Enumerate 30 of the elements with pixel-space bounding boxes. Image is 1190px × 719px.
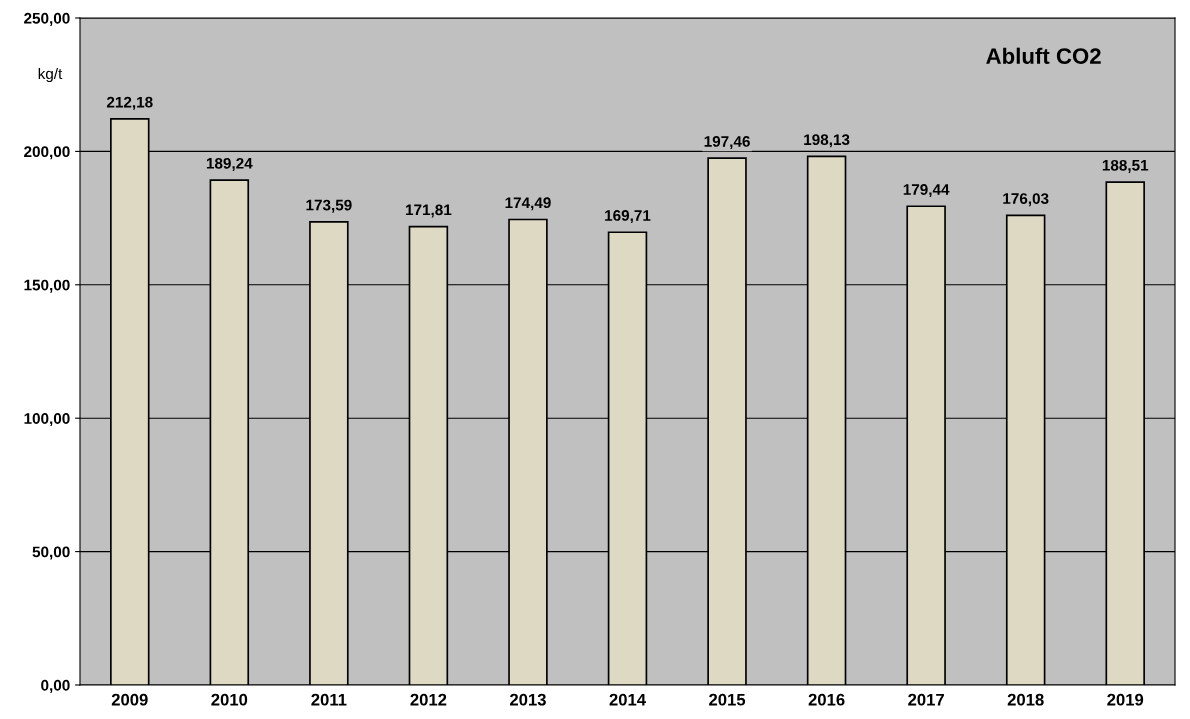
x-tick-label: 2014 bbox=[609, 693, 646, 706]
x-tick-label: 2016 bbox=[808, 693, 845, 706]
x-tick-label: 2010 bbox=[211, 693, 248, 706]
x-tick-label: 2017 bbox=[908, 693, 944, 706]
data-label: 169,71 bbox=[605, 210, 651, 224]
x-tick-label: 2012 bbox=[410, 693, 447, 706]
x-tick-label: 2018 bbox=[1007, 693, 1044, 706]
data-label: 179,44 bbox=[903, 184, 950, 198]
y-tick-label: 150,00 bbox=[24, 279, 70, 293]
x-tick-label: 2015 bbox=[709, 693, 746, 706]
data-label: 174,49 bbox=[505, 197, 551, 211]
x-tick-label: 2013 bbox=[510, 693, 546, 706]
text: Abluft CO2 bbox=[986, 47, 1101, 64]
data-label: 189,24 bbox=[206, 157, 253, 171]
y-tick-label: 250,00 bbox=[24, 12, 70, 26]
y-axis-title: kg/t bbox=[38, 67, 63, 83]
data-label: 188,51 bbox=[1102, 159, 1149, 173]
data-label: 176,03 bbox=[1003, 193, 1049, 207]
data-label: 173,59 bbox=[306, 199, 352, 213]
data-label: 197,46 bbox=[704, 136, 750, 150]
y-tick-label: 200,00 bbox=[24, 146, 70, 160]
y-tick-label: 0,00 bbox=[41, 679, 70, 693]
data-label: 171,81 bbox=[406, 204, 452, 218]
x-tick-label: 2009 bbox=[111, 693, 148, 706]
data-label: 212,18 bbox=[106, 96, 153, 110]
x-tick-label: 2019 bbox=[1107, 693, 1144, 706]
y-tick-label: 50,00 bbox=[32, 546, 70, 560]
data-label: 198,13 bbox=[804, 134, 850, 148]
x-tick-label: 2011 bbox=[311, 693, 347, 706]
y-tick-label: 100,00 bbox=[24, 413, 70, 427]
